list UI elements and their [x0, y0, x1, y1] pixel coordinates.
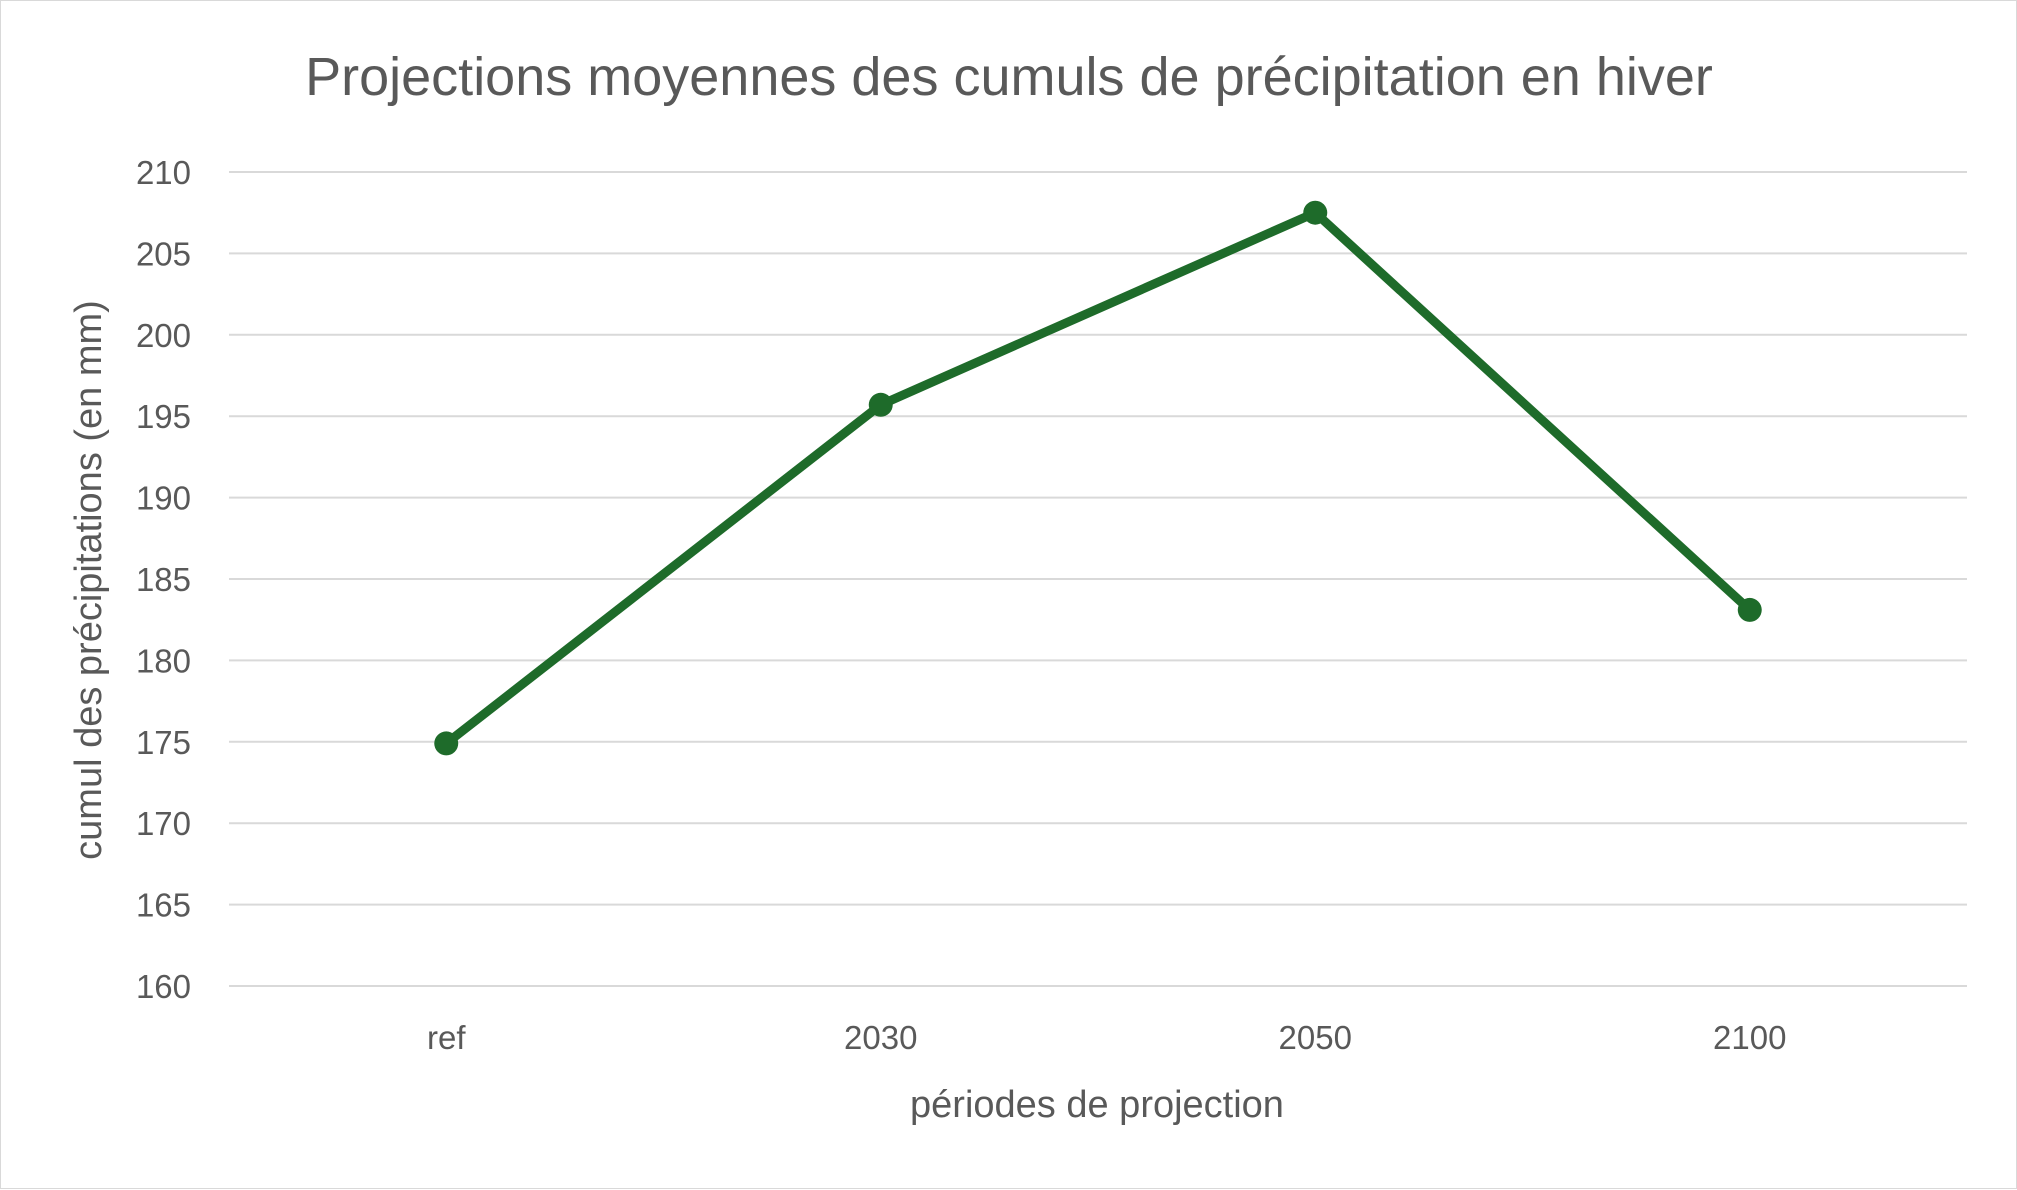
x-axis-title: périodes de projection: [910, 1084, 1284, 1126]
y-tick-label: 210: [136, 154, 191, 191]
x-axis-ticks: ref 2030 2050 2100: [427, 1019, 1786, 1056]
y-tick-label: 190: [136, 480, 191, 517]
y-axis-title: cumul des précipitations (en mm): [68, 300, 110, 860]
x-tick-label: 2100: [1713, 1019, 1786, 1056]
y-tick-label: 175: [136, 724, 191, 761]
series-layer: [434, 200, 1762, 756]
y-tick-label: 165: [136, 887, 191, 924]
data-point: [1737, 597, 1762, 622]
chart-title: Projections moyennes des cumuls de préci…: [305, 47, 1713, 107]
y-tick-label: 205: [136, 235, 191, 272]
data-point: [1303, 200, 1328, 225]
y-tick-label: 170: [136, 805, 191, 842]
gridlines: [229, 171, 1967, 987]
x-tick-label: ref: [427, 1019, 466, 1056]
y-tick-label: 200: [136, 317, 191, 354]
series-line: [441, 208, 1755, 748]
y-tick-label: 195: [136, 398, 191, 435]
y-axis-ticks: 160 165 170 175 180 185 190 195 200 205 210: [136, 154, 191, 1005]
data-point: [434, 731, 459, 756]
y-tick-label: 160: [136, 968, 191, 1005]
x-tick-label: 2030: [844, 1019, 917, 1056]
y-tick-label: 180: [136, 642, 191, 679]
x-tick-label: 2050: [1279, 1019, 1352, 1056]
y-tick-label: 185: [136, 561, 191, 598]
data-point: [868, 392, 893, 417]
